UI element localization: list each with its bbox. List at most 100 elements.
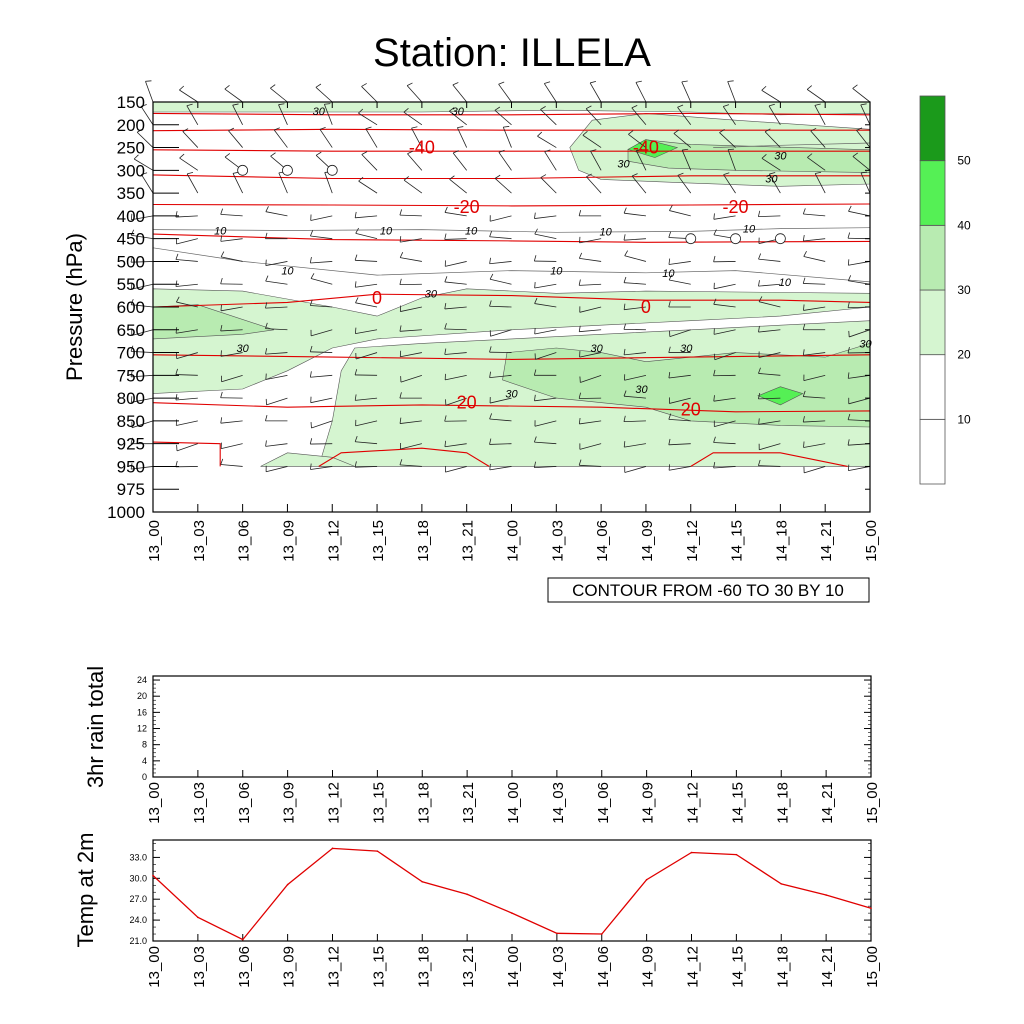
wind-barb-feather — [399, 209, 403, 216]
wind-barb-feather — [758, 296, 763, 302]
wind-barb — [669, 329, 691, 337]
rain-panel: 0 4 8 12 16 20 24 13_00 13_03 13_06 13_09 13_12 13_1… — [83, 666, 881, 824]
wind-barb — [265, 280, 288, 285]
wind-barb-feather — [860, 103, 867, 106]
wind-barb-feather — [187, 172, 194, 175]
wind-barb — [582, 134, 602, 148]
wind-barb-feather — [175, 280, 178, 287]
humidity-contour-label: 30 — [765, 174, 778, 186]
wind-barb-feather — [764, 128, 771, 133]
wind-barb-feather — [713, 298, 717, 305]
pressure-tick-label: 550 — [117, 275, 145, 294]
temp-xtick-label: 14_03 — [550, 946, 567, 988]
rain-xtick-label: 13_09 — [281, 782, 298, 824]
wind-barb-feather — [489, 257, 491, 264]
wind-barb-feather — [361, 151, 368, 155]
humidity-contour-label: 30 — [859, 338, 872, 350]
rain-frame — [152, 675, 872, 778]
wind-barb-feather — [578, 209, 582, 216]
wind-barb — [355, 466, 378, 468]
wind-barb — [141, 174, 154, 194]
wind-barb — [727, 149, 736, 171]
wind-barb — [310, 278, 333, 285]
wind-barb — [758, 465, 781, 467]
wind-barb-feather — [403, 107, 409, 113]
temp-contour — [690, 452, 848, 467]
wind-barb — [489, 374, 512, 379]
wind-barb — [175, 215, 198, 218]
wind-barb — [723, 174, 736, 194]
wind-barb — [265, 328, 288, 331]
wind-barb — [759, 443, 781, 451]
time-tick-label: 14_15 — [729, 520, 746, 562]
wind-barb — [182, 131, 199, 148]
wind-barb — [131, 215, 154, 221]
wind-barb — [444, 352, 467, 355]
wind-barb-feather — [407, 150, 414, 155]
humidity-shading — [152, 101, 871, 467]
wind-barb — [534, 466, 557, 468]
humidity-contour-label: 30 — [635, 384, 648, 396]
wind-barb — [444, 306, 467, 310]
wind-barb — [136, 131, 154, 148]
wind-barb — [444, 212, 467, 217]
wind-barb-feather — [668, 413, 672, 420]
wind-barb — [489, 443, 512, 445]
wind-barb-feather — [578, 252, 583, 259]
wind-barb — [668, 261, 691, 265]
wind-barb — [445, 374, 467, 381]
wind-barb-feather — [673, 129, 680, 134]
wind-barb-feather — [399, 459, 403, 466]
wind-barb — [221, 374, 243, 383]
wind-barb-feather — [758, 326, 760, 333]
wind-barb — [131, 304, 154, 308]
pressure-tick-label: 975 — [117, 480, 145, 499]
wind-barb-feather — [449, 107, 455, 112]
time-tick-label: 14_00 — [505, 520, 522, 562]
wind-barb — [535, 352, 557, 360]
wind-barb-feather — [130, 463, 133, 470]
wind-barb-feather — [503, 126, 510, 128]
wind-barb-feather — [713, 255, 716, 262]
pressure-tick-label: 650 — [117, 321, 145, 340]
wind-barb — [220, 464, 243, 467]
temp-xtick-label: 13_12 — [326, 946, 343, 988]
wind-barb-feather — [768, 103, 775, 107]
wind-barb-feather — [224, 84, 230, 90]
time-tick-label: 14_18 — [773, 520, 790, 562]
time-axis: 13_00 13_03 13_06 13_09 13_12 13_15 13_18 13_21… — [146, 102, 880, 562]
wind-barb — [534, 233, 557, 240]
temp-xtick-label: 13_00 — [146, 946, 163, 988]
wind-barb-feather — [310, 273, 315, 279]
time-tick-label: 14_06 — [594, 520, 611, 562]
wind-barb-feather — [623, 415, 626, 422]
wind-barb-feather — [444, 440, 447, 447]
wind-barb — [624, 443, 647, 448]
wind-barb — [580, 374, 602, 383]
wind-barb — [355, 329, 378, 334]
wind-barb-feather — [355, 227, 359, 234]
wind-barb — [400, 257, 422, 262]
temp-series-line — [152, 847, 872, 941]
temp-xtick-label: 13_21 — [460, 946, 477, 988]
contour-info-box — [547, 577, 870, 603]
wind-barb — [265, 261, 288, 267]
temp-xtick-label: 14_00 — [505, 946, 522, 988]
rain-xtick-label: 13_00 — [146, 782, 163, 824]
wind-barb-feather — [270, 84, 276, 89]
temperature-contour-labels: -40 -40 -20 -20 0 0 20 20 — [372, 138, 749, 420]
wind-barb — [265, 352, 288, 355]
wind-barb — [635, 150, 647, 171]
rain-ytick-label: 12 — [137, 724, 147, 734]
wind-barb-feather — [534, 394, 536, 401]
wind-barb — [355, 352, 378, 360]
temp-xtick-label: 14_21 — [819, 946, 836, 988]
wind-barb — [681, 81, 692, 103]
temp-axes: 21.0 24.0 27.0 30.0 33.0 13_00 13_03 13_06 13_09… — [129, 843, 881, 988]
calm-wind-circle — [282, 164, 293, 176]
wind-barb-feather — [494, 174, 501, 179]
wind-barb-feather — [130, 298, 134, 305]
rain-xtick-label: 14_06 — [595, 782, 612, 824]
wind-barb — [502, 127, 512, 148]
humidity-contour-label: 10 — [743, 224, 756, 236]
